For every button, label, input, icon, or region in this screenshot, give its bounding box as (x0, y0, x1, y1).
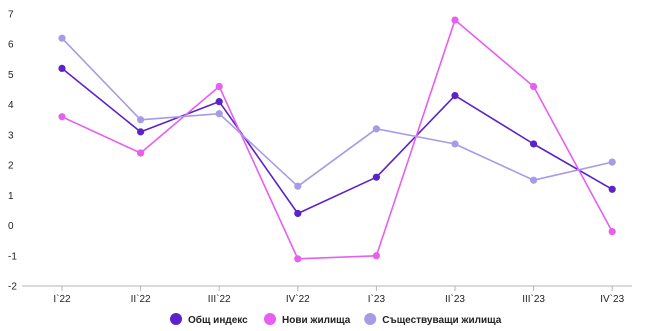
y-tick-label: -2 (8, 282, 17, 293)
data-point (294, 255, 302, 263)
y-tick-label: 4 (8, 100, 14, 111)
series-line (61, 19, 613, 260)
y-tick-label: 6 (8, 40, 14, 51)
data-point (58, 34, 66, 42)
data-point (608, 228, 616, 236)
x-tick-label: III`23 (522, 293, 545, 305)
legend-label: Общ индекс (188, 314, 248, 326)
x-tick-label: II`22 (131, 293, 151, 305)
y-tick-label: 2 (8, 161, 14, 172)
legend-item: Нови жилища (264, 313, 351, 326)
legend-swatch (364, 313, 377, 325)
series-2 (58, 16, 616, 263)
data-point (372, 125, 380, 133)
legend-item: Общ индекс (170, 313, 248, 326)
x-tick-label: IV`23 (600, 293, 624, 305)
x-tick-label: II`23 (445, 293, 465, 305)
series-1 (58, 64, 616, 218)
data-point (530, 140, 538, 148)
data-point (294, 209, 302, 218)
data-point (530, 176, 538, 184)
legend-label: Съществуващи жилища (382, 315, 502, 326)
series-lines (58, 16, 616, 263)
x-tick-label: I`22 (53, 293, 71, 305)
y-tick-label: 7 (8, 10, 14, 21)
y-tick-label: 5 (8, 70, 14, 81)
x-tick-label: IV`22 (286, 293, 310, 305)
data-point (294, 182, 302, 190)
data-point (608, 185, 616, 193)
data-point (137, 128, 145, 136)
series-line (61, 37, 613, 188)
x-tick-label: I`23 (368, 293, 386, 305)
legend: Общ индекс Нови жилища Съществуващи жилища (170, 313, 502, 326)
data-point (215, 82, 223, 91)
y-tick-label: 1 (8, 191, 14, 202)
y-tick-label: 3 (8, 130, 14, 141)
x-tick-labels: I`22 II`22 III`22 IV`22 I`23 II`23 III`23 IV`23 (53, 293, 624, 305)
x-tick-label: III`22 (208, 293, 231, 305)
series-3 (58, 34, 616, 190)
data-point (215, 110, 223, 118)
data-point (608, 158, 616, 166)
series-line (61, 67, 613, 215)
y-tick-label: 0 (8, 221, 14, 232)
data-point (451, 16, 459, 24)
y-tick-label: -1 (8, 251, 17, 262)
legend-item: Съществуващи жилища (364, 313, 502, 326)
data-point (137, 116, 145, 124)
data-point (372, 252, 380, 260)
axes (22, 285, 632, 291)
data-point (215, 98, 223, 106)
data-point (58, 64, 66, 72)
data-point (372, 173, 380, 181)
legend-label: Нови жилища (282, 315, 351, 326)
data-point (451, 140, 459, 148)
legend-swatch (170, 313, 182, 325)
y-tick-labels: 7 6 5 4 3 2 1 0 -1 -2 (8, 10, 17, 293)
data-point (451, 92, 459, 100)
data-point (137, 149, 145, 157)
legend-swatch (264, 313, 276, 325)
data-point (530, 82, 538, 91)
data-point (58, 113, 66, 121)
